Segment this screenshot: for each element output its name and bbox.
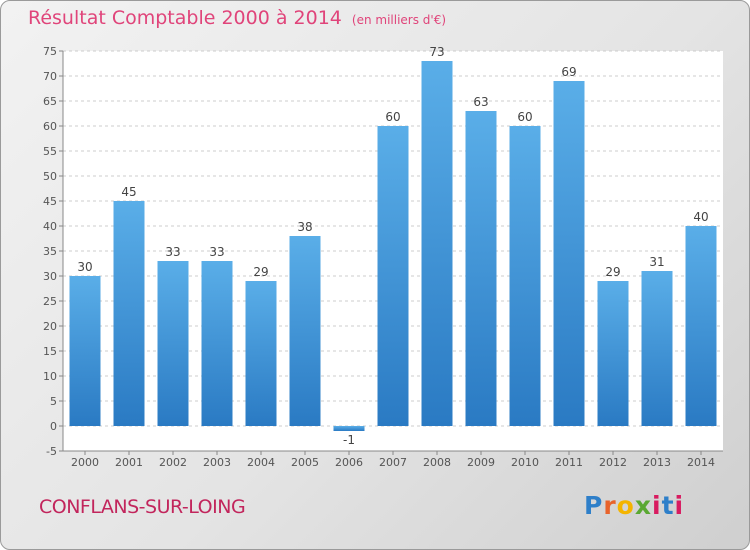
x-tick-label: 2014 (687, 456, 715, 469)
x-tick-label: 2000 (71, 456, 99, 469)
x-tick-label: 2002 (159, 456, 187, 469)
bar-value-label: 40 (693, 210, 708, 224)
bar-value-label: 33 (209, 245, 224, 259)
y-tick-label: 40 (43, 220, 57, 233)
y-tick-label: 45 (43, 195, 57, 208)
chart-subtitle: (en milliers d'€) (351, 13, 447, 27)
bar-value-label: 29 (605, 265, 620, 279)
proxiti-logo: Proxiti (584, 491, 685, 520)
x-tick-label: 2005 (291, 456, 319, 469)
y-tick-label: 65 (43, 95, 57, 108)
bar (641, 271, 673, 426)
y-tick-label: 30 (43, 270, 57, 283)
bar (421, 61, 453, 426)
y-tick-label: 50 (43, 170, 57, 183)
bar (509, 126, 541, 426)
bar-value-label: 69 (561, 65, 576, 79)
x-tick-label: 2004 (247, 456, 275, 469)
y-tick-label: 75 (43, 45, 57, 58)
x-tick-label: 2003 (203, 456, 231, 469)
bar (201, 261, 233, 426)
bar-value-label: -1 (343, 433, 355, 447)
y-tick-label: 20 (43, 320, 57, 333)
x-tick-label: 2007 (379, 456, 407, 469)
bar (377, 126, 409, 426)
bar-value-label: 60 (385, 110, 400, 124)
x-tick-label: 2006 (335, 456, 363, 469)
bar (289, 236, 321, 426)
y-tick-label: 70 (43, 70, 57, 83)
bar-value-label: 31 (649, 255, 664, 269)
x-tick-label: 2012 (599, 456, 627, 469)
bar (597, 281, 629, 426)
x-tick-label: 2008 (423, 456, 451, 469)
bar (685, 226, 717, 426)
y-tick-label: 60 (43, 120, 57, 133)
y-tick-label: 0 (50, 420, 57, 433)
bar-value-label: 60 (517, 110, 532, 124)
bar-value-label: 63 (473, 95, 488, 109)
bar (465, 111, 497, 426)
bar-value-label: 73 (429, 45, 444, 59)
bar-value-label: 45 (121, 185, 136, 199)
bar (69, 276, 101, 426)
y-tick-label: -5 (46, 445, 57, 458)
y-tick-label: 10 (43, 370, 57, 383)
x-tick-label: 2009 (467, 456, 495, 469)
y-tick-label: 25 (43, 295, 57, 308)
x-tick-label: 2001 (115, 456, 143, 469)
bar-value-label: 38 (297, 220, 312, 234)
bar-value-label: 33 (165, 245, 180, 259)
x-tick-label: 2013 (643, 456, 671, 469)
bar (333, 426, 365, 431)
city-name: CONFLANS-SUR-LOING (39, 496, 246, 518)
x-tick-label: 2010 (511, 456, 539, 469)
bar-value-label: 30 (77, 260, 92, 274)
y-tick-label: 15 (43, 345, 57, 358)
bar-value-label: 29 (253, 265, 268, 279)
chart-title-text: Résultat Comptable 2000 à 2014 (28, 7, 342, 29)
y-tick-label: 35 (43, 245, 57, 258)
bar (553, 81, 585, 426)
x-tick-label: 2011 (555, 456, 583, 469)
bar (113, 201, 145, 426)
y-tick-label: 55 (43, 145, 57, 158)
bar (245, 281, 277, 426)
chart-title: Résultat Comptable 2000 à 2014 (en millie… (28, 7, 446, 29)
bar (157, 261, 189, 426)
y-tick-label: 5 (50, 395, 57, 408)
